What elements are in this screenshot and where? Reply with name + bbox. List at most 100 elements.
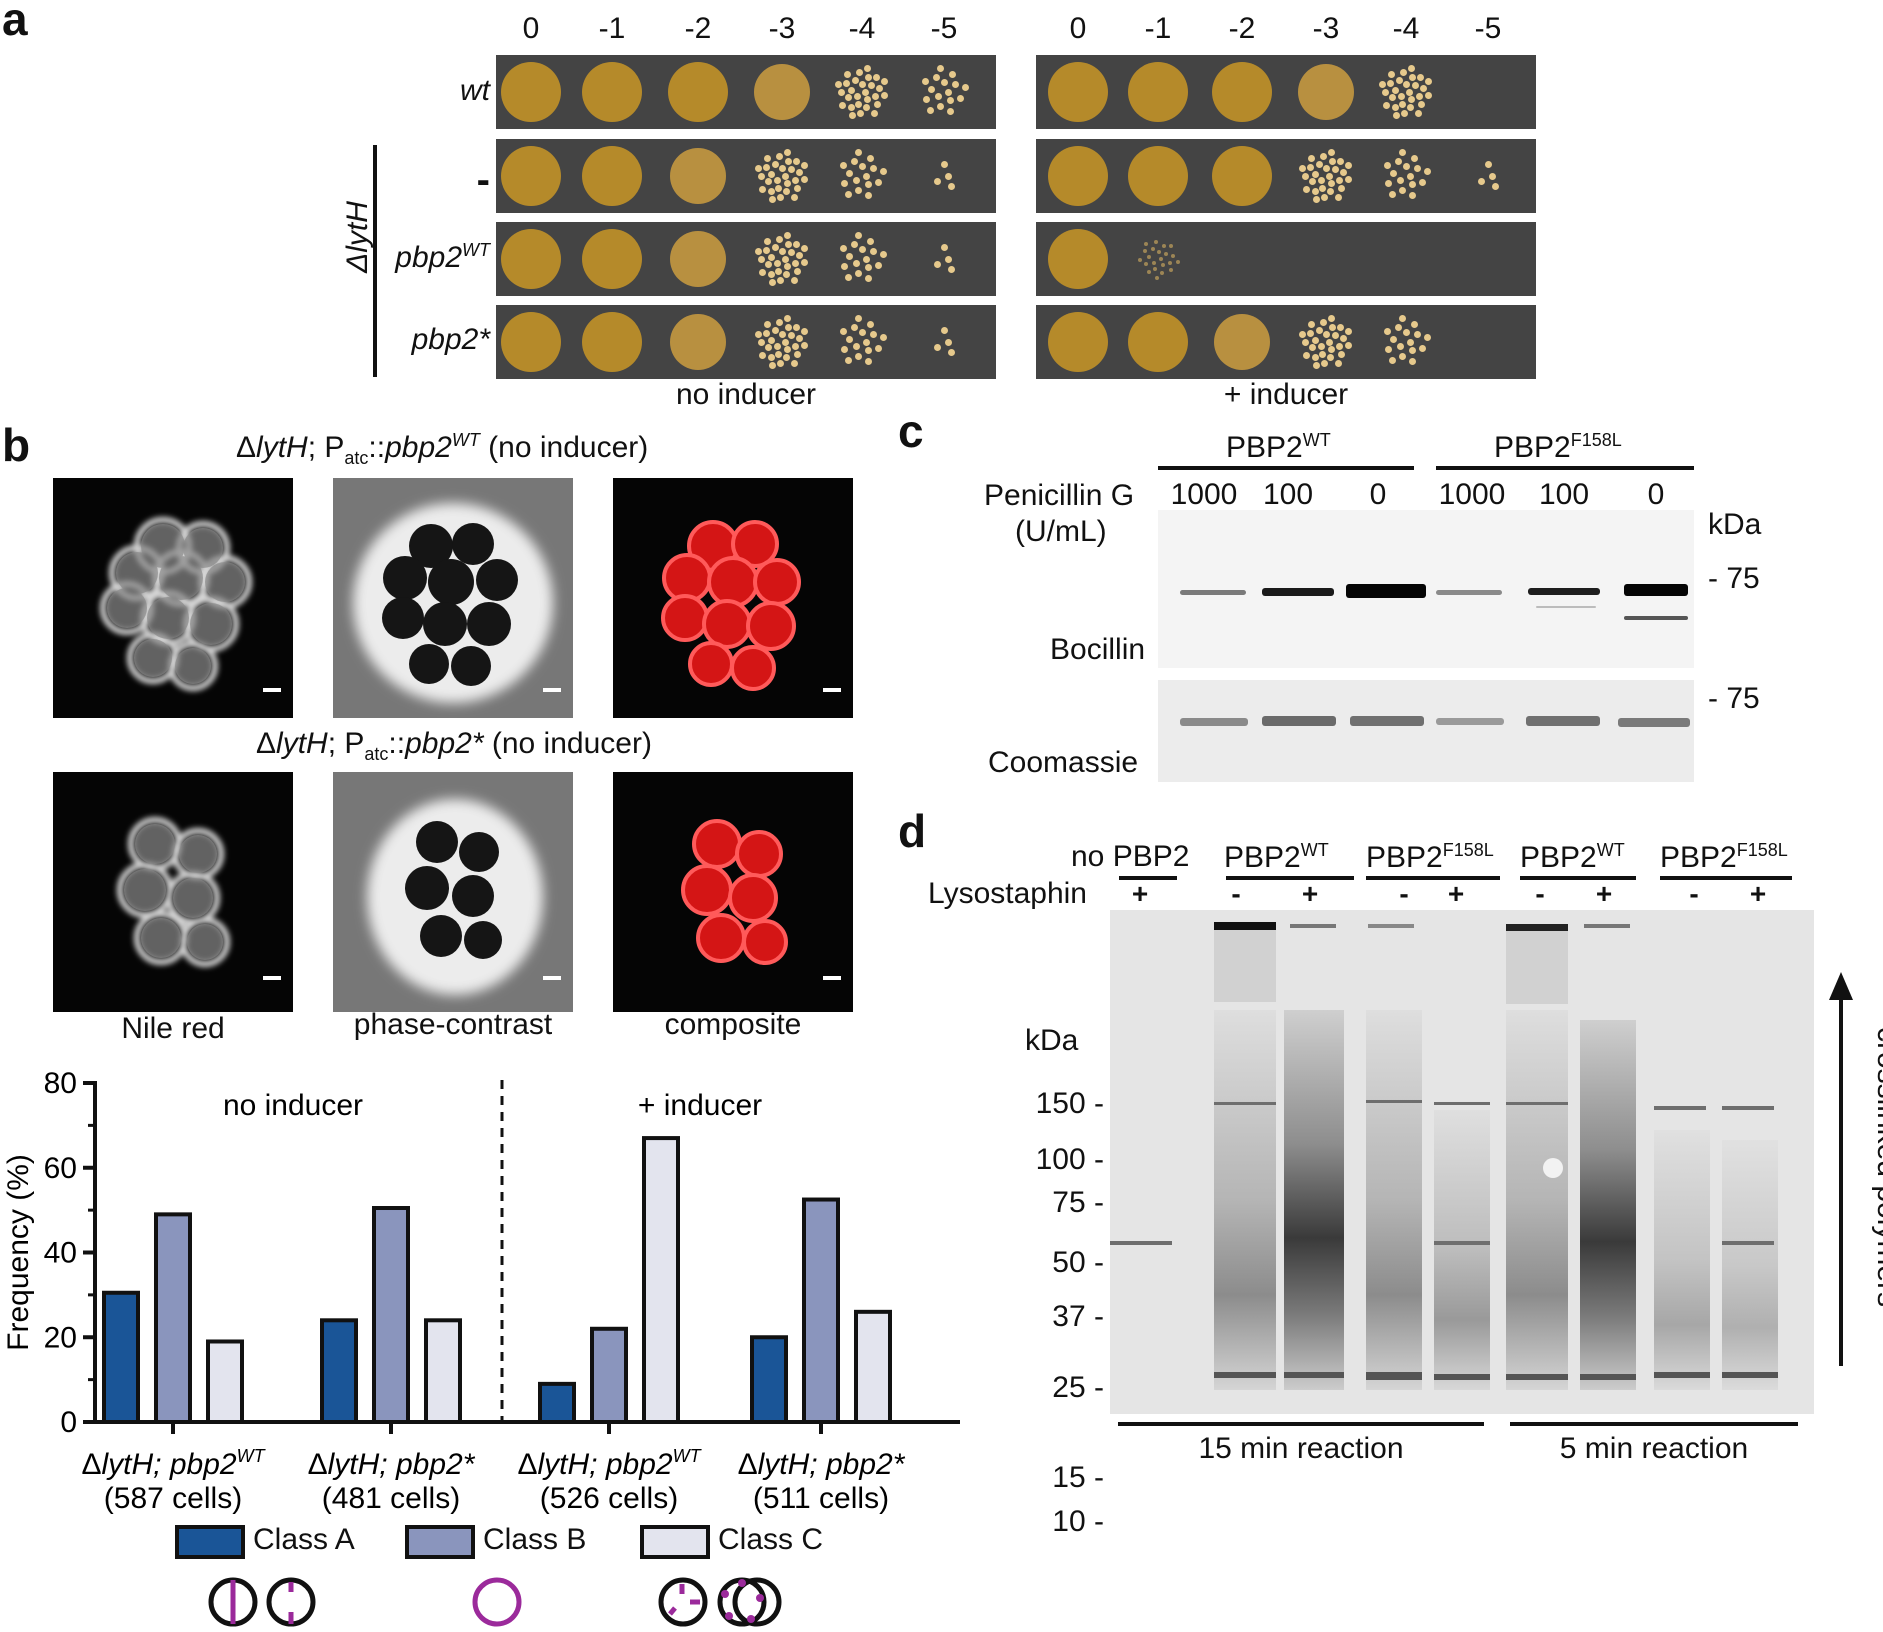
spot-plate-row-3-0 bbox=[496, 305, 996, 379]
dilution-label-1-0: 0 bbox=[1069, 12, 1087, 45]
reaction-5min-bracket bbox=[1510, 1422, 1798, 1426]
spot-plate-row-0-1 bbox=[1036, 55, 1536, 129]
concentration-0: 1000 bbox=[1170, 478, 1238, 511]
lysostaphin-sign-2: + bbox=[1301, 878, 1319, 909]
lysostaphin-sign-4: + bbox=[1447, 878, 1465, 909]
concentration-4: 100 bbox=[1538, 478, 1590, 511]
protein-label-d-3: PBP2WT bbox=[1520, 840, 1625, 874]
polymer-arrow bbox=[1829, 972, 1853, 1366]
legend-label-0: Class A bbox=[253, 1523, 355, 1556]
group-label-2: ΔlytH; pbp2WT bbox=[517, 1446, 702, 1481]
bracket-pbp2-wt bbox=[1158, 466, 1414, 470]
concentration-3: 1000 bbox=[1438, 478, 1506, 511]
spot-plate-row-2-0 bbox=[496, 222, 996, 296]
marker-75-coomassie: - 75 bbox=[1708, 682, 1760, 715]
row-text: pbp2* bbox=[411, 323, 490, 356]
bar-class-a-group-2 bbox=[538, 1381, 576, 1424]
bar-class-b-group-2 bbox=[590, 1326, 628, 1424]
marker-d-7: 10 - bbox=[1052, 1505, 1104, 1538]
panel-b-label: b bbox=[2, 419, 31, 471]
bracket-pbp2-f158l bbox=[1436, 466, 1694, 470]
protein-label-c-0: PBP2WT bbox=[1226, 430, 1331, 464]
group-label-0: ΔlytH; pbp2WT bbox=[81, 1446, 266, 1481]
micrograph-nile-red-mutant bbox=[53, 772, 293, 1012]
bar-class-c-group-3 bbox=[854, 1309, 892, 1424]
lysostaphin-sign-0: + bbox=[1131, 878, 1149, 909]
dilution-label-0-4: -4 bbox=[848, 12, 876, 45]
dilution-label-0-5: -5 bbox=[930, 12, 958, 45]
dilution-label-1-2: -2 bbox=[1228, 12, 1256, 45]
class-schematics bbox=[208, 1577, 782, 1627]
spot-plate-row-1-0 bbox=[496, 139, 996, 213]
micrograph-phase-contrast-mutant bbox=[333, 772, 573, 1012]
bar-class-c-group-1 bbox=[424, 1318, 462, 1424]
row-text: - bbox=[476, 158, 490, 202]
bar-class-c-group-2 bbox=[642, 1136, 680, 1425]
polymer-label: crosslinked polymers bbox=[1871, 1026, 1883, 1308]
protein-label-c-1: PBP2F158L bbox=[1494, 430, 1622, 464]
spot-plate-row-1-1 bbox=[1036, 139, 1536, 213]
row-text: pbp2 bbox=[395, 241, 463, 274]
bracket-d-4 bbox=[1660, 876, 1792, 880]
bracket-d-1 bbox=[1226, 876, 1354, 880]
concentration-1: 100 bbox=[1262, 478, 1314, 511]
bar-class-b-group-3 bbox=[802, 1197, 840, 1424]
bar-class-b-group-1 bbox=[372, 1206, 410, 1424]
dilution-label-0-3: -3 bbox=[768, 12, 796, 45]
reaction-5min-label: 5 min reaction bbox=[1559, 1432, 1749, 1465]
legend-swatch-0 bbox=[175, 1525, 245, 1559]
marker-d-6: 15 - bbox=[1052, 1461, 1104, 1494]
frequency-bar-chart: 0 20 40 60 80 Frequency (%) no inducer + induce… bbox=[2, 1067, 960, 1515]
panel-c-label: c bbox=[898, 405, 924, 457]
dilution-label-0-1: -1 bbox=[598, 12, 626, 45]
y-tick-label: 80 bbox=[44, 1067, 77, 1100]
bar-class-c-group-0 bbox=[206, 1339, 244, 1424]
reaction-15min-bracket bbox=[1118, 1422, 1484, 1426]
protein-label-d-4: PBP2F158L bbox=[1660, 840, 1788, 874]
row-text: wt bbox=[460, 74, 490, 107]
bar-class-a-group-1 bbox=[320, 1318, 358, 1424]
lysostaphin-sign-7: - bbox=[1689, 878, 1699, 909]
caption-composite: composite bbox=[664, 1008, 802, 1041]
dilution-label-1-5: -5 bbox=[1474, 12, 1502, 45]
spot-plate-row-0-0 bbox=[496, 55, 996, 129]
caption-phase-contrast: phase-contrast bbox=[353, 1008, 553, 1041]
group-label-3: ΔlytH; pbp2* bbox=[738, 1448, 906, 1481]
dilution-label-0-2: -2 bbox=[684, 12, 712, 45]
strain-group-bracket bbox=[373, 145, 377, 377]
legend-label-2: Class C bbox=[718, 1523, 824, 1556]
polymer-gel bbox=[1110, 910, 1814, 1414]
micrograph-nile-red-wt bbox=[53, 478, 293, 718]
lysostaphin-sign-8: + bbox=[1749, 878, 1767, 909]
group-cells-3: (511 cells) bbox=[753, 1482, 889, 1515]
micrograph-phase-contrast-wt bbox=[333, 478, 573, 718]
legend-swatch-2 bbox=[640, 1525, 710, 1559]
lysostaphin-sign-1: - bbox=[1231, 878, 1241, 909]
penicillin-unit: (U/mL) bbox=[1015, 515, 1107, 548]
strain-row-label-3: pbp2* bbox=[412, 323, 490, 357]
concentration-5: 0 bbox=[1647, 478, 1665, 511]
legend-label-1: Class B bbox=[483, 1523, 587, 1556]
concentration-2: 0 bbox=[1369, 478, 1387, 511]
lysostaphin-label: Lysostaphin bbox=[928, 877, 1087, 910]
strain-row-label-1: - bbox=[477, 158, 490, 203]
kda-unit-d: kDa bbox=[1025, 1024, 1079, 1057]
legend-swatch-1 bbox=[405, 1525, 475, 1559]
bracket-d-0 bbox=[1119, 876, 1177, 880]
protein-label-d-0: no PBP2 bbox=[1071, 840, 1190, 873]
protein-label-d-2: PBP2F158L bbox=[1366, 840, 1494, 874]
spot-plate-row-3-1 bbox=[1036, 305, 1536, 379]
group-label-1: ΔlytH; pbp2* bbox=[308, 1448, 476, 1481]
group-cells-2: (526 cells) bbox=[540, 1482, 678, 1515]
reaction-15min-label: 15 min reaction bbox=[1198, 1432, 1404, 1465]
bracket-d-2 bbox=[1366, 876, 1500, 880]
condition-plus-inducer: + inducer bbox=[1223, 378, 1349, 411]
bar-class-a-group-3 bbox=[750, 1335, 788, 1424]
y-axis-label: Frequency (%) bbox=[2, 1154, 35, 1351]
bar-class-a-group-0 bbox=[102, 1290, 140, 1424]
y-tick-label: 40 bbox=[44, 1237, 77, 1270]
section-label-plus-inducer: + inducer bbox=[638, 1089, 762, 1122]
row-sup: WT bbox=[462, 240, 490, 260]
micrograph-title-1: ΔlytH; Patc::pbp2* (no inducer) bbox=[256, 727, 652, 764]
marker-d-3: 50 - bbox=[1052, 1246, 1104, 1279]
